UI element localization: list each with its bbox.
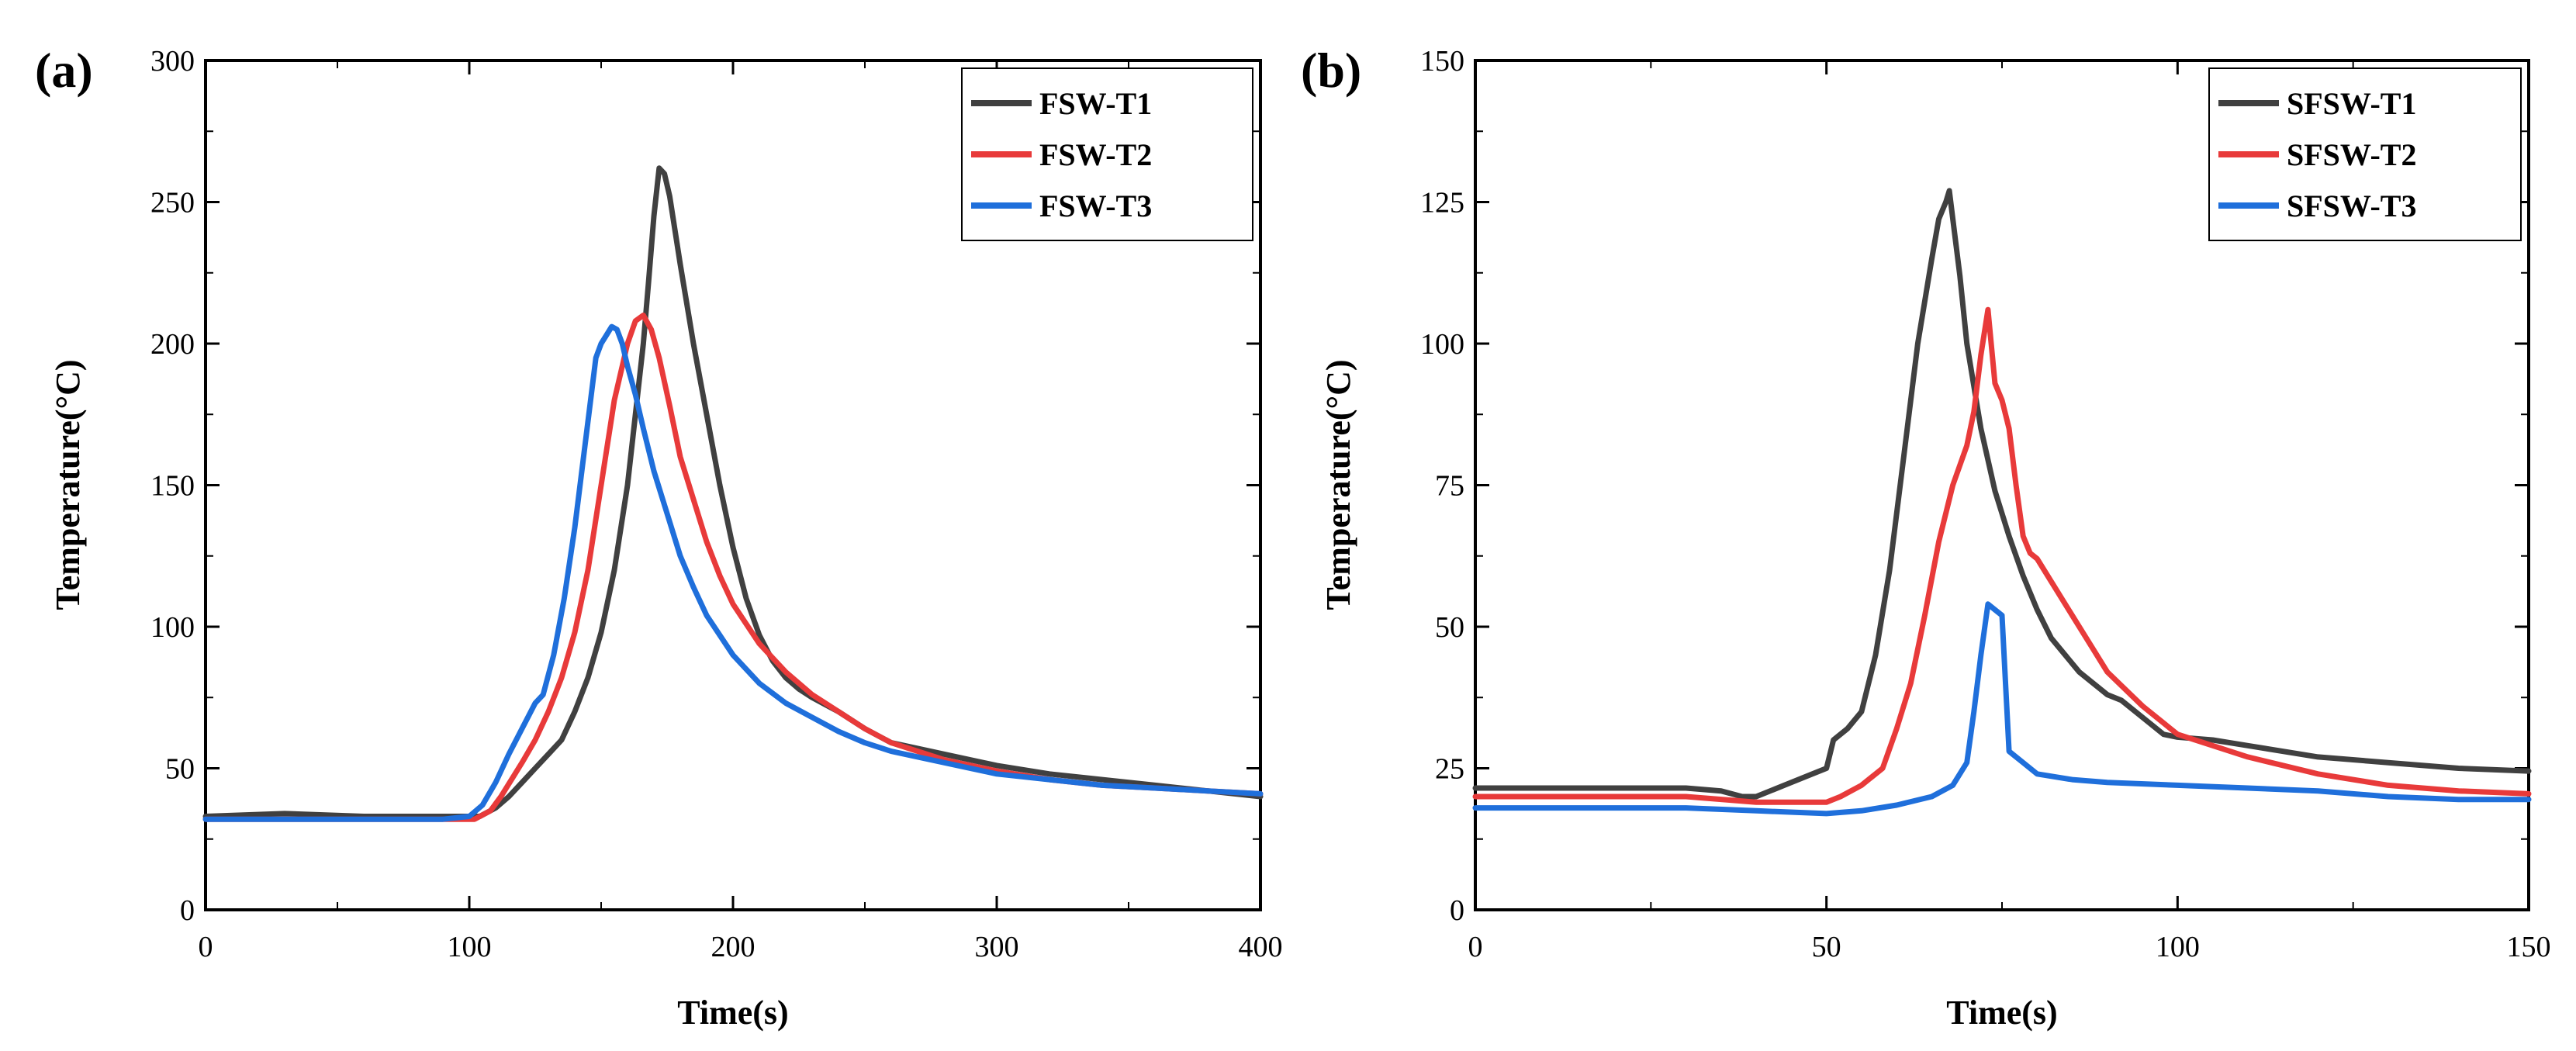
- x-tick-label: 200: [711, 931, 756, 963]
- y-tick-label: 125: [1420, 187, 1464, 220]
- y-tick-label: 0: [1450, 894, 1464, 927]
- series-line-sfsw-t2: [1472, 306, 2532, 805]
- x-tick-label: 0: [199, 931, 213, 963]
- y-tick-label: 300: [150, 45, 195, 78]
- series-line-fsw-t2: [202, 313, 1264, 822]
- y-tick-label: 50: [1435, 611, 1464, 644]
- x-tick-label: 400: [1239, 931, 1283, 963]
- y-axis-title-a: Temperature(°C): [49, 359, 87, 610]
- x-tick-label: 100: [448, 931, 492, 963]
- legend-label-sfsw-t1: SFSW-T1: [2287, 86, 2416, 121]
- panel-b: 0 50 100 150 0 25 50 75 100 125 150 SFSW-T1 SFSW-T2…: [1301, 43, 2551, 1032]
- x-tick-label: 150: [2507, 931, 2551, 963]
- legend-label-fsw-t2: FSW-T2: [1039, 137, 1152, 172]
- legend-b: SFSW-T1 SFSW-T2 SFSW-T3: [2208, 67, 2522, 241]
- x-axis-title-b: Time(s): [1946, 994, 2057, 1032]
- panel-label-b: (b): [1301, 43, 1361, 98]
- panel-label-a: (a): [35, 43, 93, 98]
- legend-label-fsw-t1: FSW-T1: [1039, 86, 1152, 121]
- y-tick-label: 0: [180, 894, 195, 927]
- series-line-sfsw-t1: [1472, 188, 2532, 800]
- y-tick-label: 250: [150, 187, 195, 220]
- y-axis-title-b: Temperature(°C): [1319, 359, 1357, 610]
- x-tick-label: 100: [2156, 931, 2200, 963]
- x-tick-label: 300: [975, 931, 1019, 963]
- legend-label-sfsw-t3: SFSW-T3: [2287, 188, 2416, 223]
- y-tick-label: 25: [1435, 753, 1464, 786]
- y-tick-label: 100: [150, 611, 195, 644]
- x-tick-label: 0: [1468, 931, 1483, 963]
- legend-a: FSW-T1 FSW-T2 FSW-T3: [961, 67, 1253, 241]
- series-line-sfsw-t3: [1472, 601, 2532, 817]
- series-lines-b: [1472, 188, 2532, 817]
- y-tick-label: 150: [150, 470, 195, 503]
- x-tick-label: 50: [1812, 931, 1841, 963]
- y-tick-label: 75: [1435, 470, 1464, 503]
- x-axis-title-a: Time(s): [677, 994, 788, 1032]
- series-line-fsw-t1: [202, 165, 1264, 819]
- y-tick-label: 150: [1420, 45, 1464, 78]
- y-tick-label: 50: [165, 753, 195, 786]
- series-lines-a: [202, 165, 1264, 822]
- legend-label-fsw-t3: FSW-T3: [1039, 188, 1152, 223]
- legend-label-sfsw-t2: SFSW-T2: [2287, 137, 2416, 172]
- y-tick-label: 200: [150, 328, 195, 361]
- series-line-fsw-t3: [202, 323, 1264, 822]
- y-tick-label: 100: [1420, 328, 1464, 361]
